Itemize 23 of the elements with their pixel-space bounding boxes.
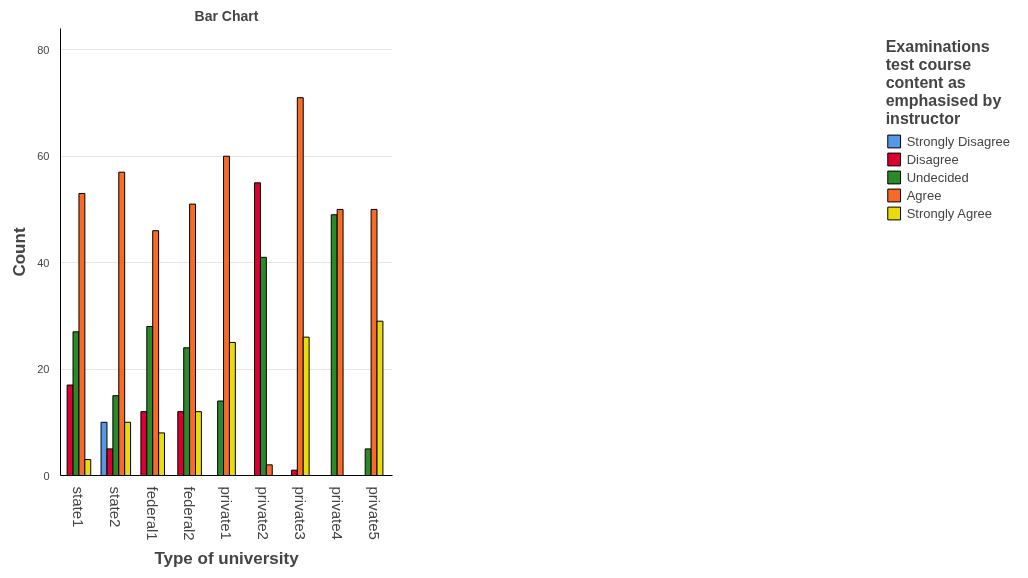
legend-label: Strongly Disagree — [906, 133, 1010, 149]
x-tick-label: private2 — [254, 486, 272, 540]
x-tick-label: state1 — [70, 486, 88, 528]
chart-title: Bar Chart — [194, 7, 259, 24]
y-tick-label: 60 — [37, 150, 50, 163]
x-tick-label: private1 — [218, 486, 235, 540]
y-tick-label: 80 — [37, 43, 50, 56]
x-tick-label: federal1 — [144, 486, 162, 541]
x-tick-label: private3 — [291, 486, 309, 540]
legend-label: Undecided — [906, 169, 969, 185]
y-axis-title: Count — [10, 227, 30, 277]
x-tick-label: state2 — [107, 486, 125, 528]
x-tick-label: federal2 — [181, 486, 199, 541]
y-tick-label: 40 — [37, 256, 50, 269]
x-tick-label: private4 — [328, 486, 346, 540]
y-tick-label: 0 — [43, 469, 50, 482]
legend-label: Agree — [906, 187, 942, 203]
legend-label: Disagree — [906, 151, 959, 167]
legend-label: Strongly Agree — [906, 205, 992, 221]
y-tick-label: 20 — [37, 363, 50, 376]
x-tick-label: private5 — [365, 486, 383, 540]
legend-title: Examinations test course content as emphasised by instructor — [885, 38, 1003, 128]
x-axis-title: Type of university — [154, 548, 300, 568]
